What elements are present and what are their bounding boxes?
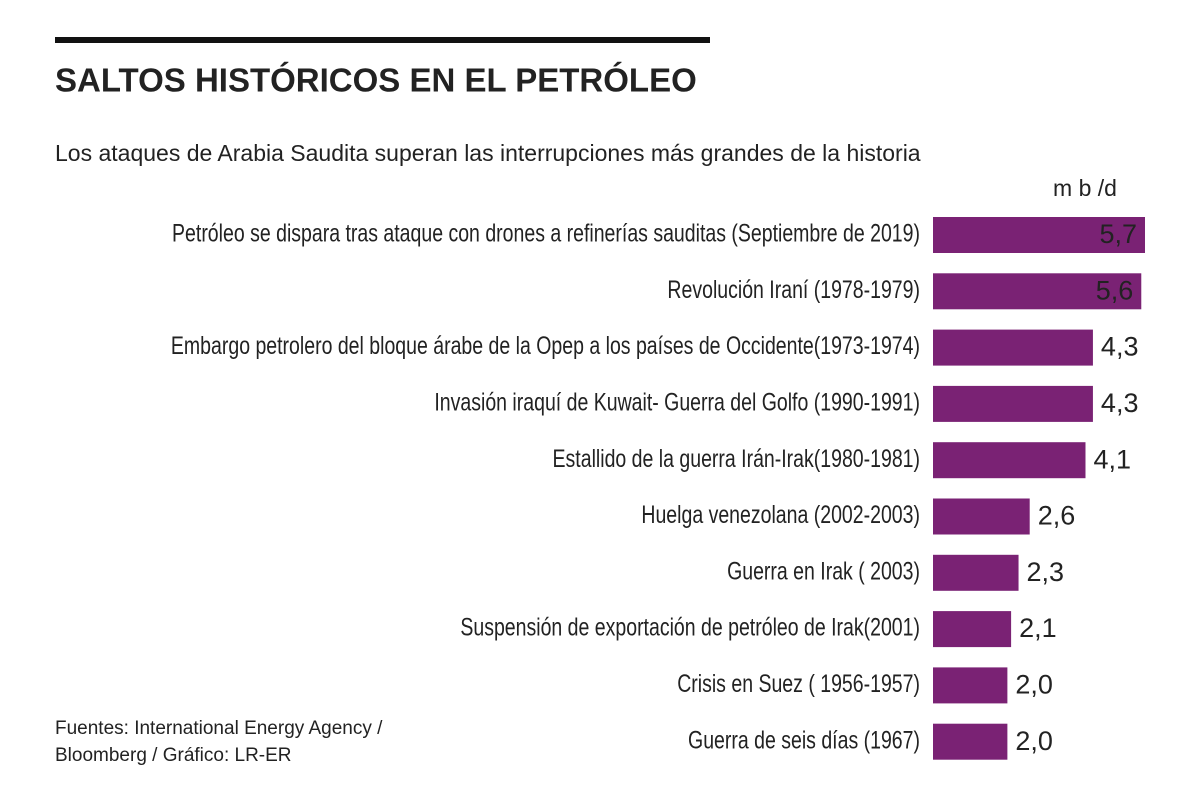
source-line: Bloomberg / Gráfico: LR-ER [55, 745, 292, 766]
bar [933, 273, 1142, 310]
bar [933, 329, 1093, 366]
bar [933, 554, 1019, 591]
value-label: 5,6 [1096, 275, 1134, 305]
top-rule [55, 37, 710, 43]
value-label: 2,6 [1038, 501, 1076, 531]
bar [933, 611, 1012, 648]
value-label: 4,3 [1101, 332, 1139, 362]
bar [933, 723, 1008, 760]
value-label: 2,1 [1019, 613, 1057, 643]
category-label: Estallido de la guerra Irán-Irak(1980-19… [553, 445, 920, 473]
bar [933, 442, 1086, 479]
category-label: Revolución Iraní (1978-1979) [667, 276, 920, 304]
category-label: Guerra de seis días (1967) [688, 726, 920, 754]
bar [933, 217, 1145, 253]
bar [933, 667, 1008, 704]
value-label: 2,0 [1015, 726, 1053, 756]
category-label: Embargo petrolero del bloque árabe de la… [171, 332, 920, 360]
category-label: Petróleo se dispara tras ataque con dron… [172, 220, 920, 248]
source-line: Fuentes: International Energy Agency / [55, 718, 383, 739]
value-label: 4,1 [1093, 444, 1131, 474]
category-label: Invasión iraquí de Kuwait- Guerra del Go… [434, 389, 920, 417]
category-label: Huelga venezolana (2002-2003) [641, 501, 920, 529]
bar [933, 385, 1093, 422]
bar [933, 498, 1030, 535]
chart-title: SALTOS HISTÓRICOS EN EL PETRÓLEO [55, 62, 697, 99]
category-label: Guerra en Irak ( 2003) [727, 557, 920, 585]
category-label: Crisis en Suez ( 1956-1957) [677, 670, 920, 698]
value-label: 2,0 [1015, 670, 1053, 700]
value-label: 4,3 [1101, 388, 1139, 418]
category-label: Suspensión de exportación de petróleo de… [460, 614, 920, 642]
value-label: 5,7 [1099, 219, 1137, 249]
value-label: 2,3 [1027, 557, 1065, 587]
chart-subtitle: Los ataques de Arabia Saudita superan la… [55, 140, 921, 166]
unit-label: m b /d [1053, 175, 1117, 201]
